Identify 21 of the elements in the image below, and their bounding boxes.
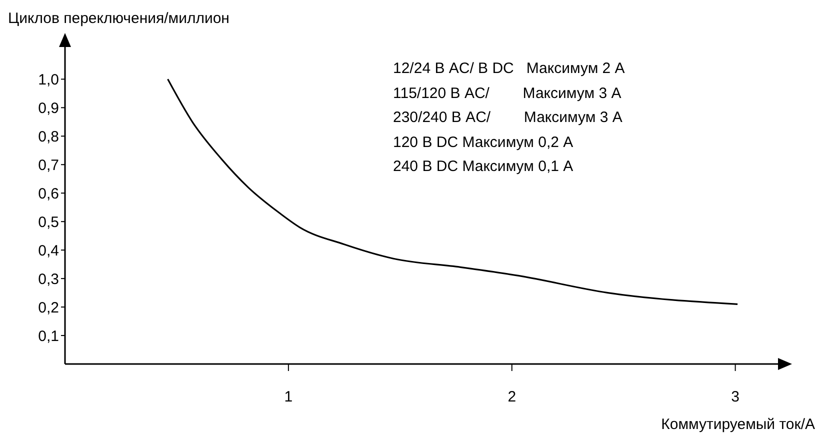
- y-tick-label: 0,2: [38, 299, 59, 316]
- x-tick-label: 2: [508, 388, 516, 406]
- annotation: 120 В DC Максимум 0,2 А: [393, 134, 574, 150]
- y-tick-label: 0,8: [38, 128, 59, 146]
- x-axis-title: Коммутируемый ток/А: [661, 416, 815, 433]
- line-series: [166, 78, 738, 305]
- annotation: 240 В DC Максимум 0,1 А: [393, 158, 574, 175]
- annotation: 115/120 В AC/ Максимум 3 А: [393, 84, 622, 102]
- x-tick-label: 3: [731, 388, 740, 406]
- y-axis-title: Циклов переключения/миллион: [8, 10, 230, 27]
- x-tick-label: 1: [284, 388, 293, 406]
- y-tick-label: 1,0: [38, 72, 59, 89]
- y-tick-label: 0,9: [38, 100, 59, 117]
- y-tick-label: 0,7: [38, 156, 59, 174]
- y-tick-label: 0,1: [38, 328, 59, 345]
- annotation: 12/24 В AC/ В DC Максимум 2 А: [393, 60, 625, 77]
- annotation: 230/240 В AC/ Максимум 3 А: [393, 109, 622, 126]
- y-tick-label: 0,3: [38, 270, 59, 288]
- y-tick-label: 0,5: [38, 214, 59, 231]
- y-tick-label: 0,6: [38, 185, 59, 202]
- y-tick-label: 0,4: [38, 242, 59, 260]
